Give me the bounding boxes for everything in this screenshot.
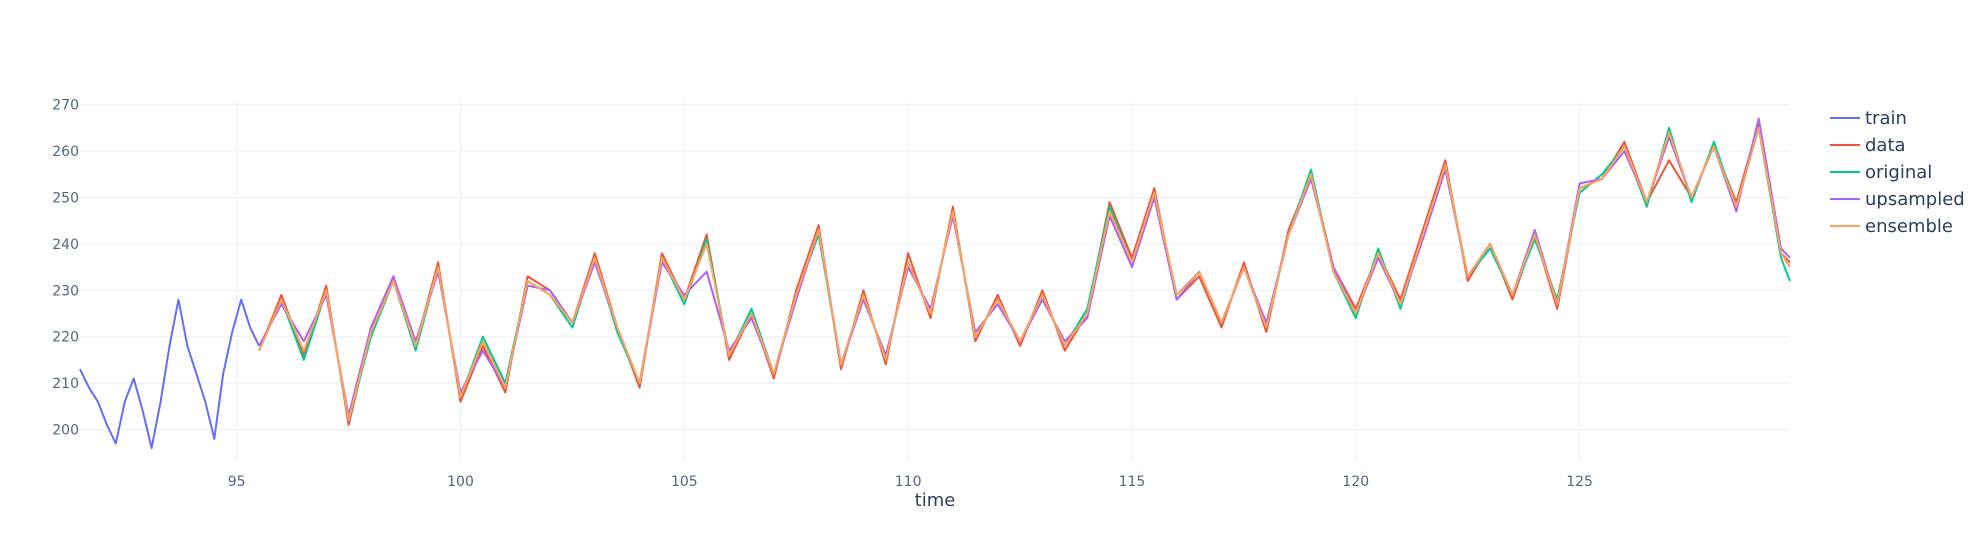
y-tick-label: 260 [52, 144, 79, 160]
legend-item-original[interactable]: original [1830, 162, 1932, 183]
tick-labels: 95 100 105 110 115 120 125 200 210 220 230 240 250 26… [52, 98, 1593, 490]
y-tick-label: 270 [52, 98, 79, 114]
y-tick-label: 230 [52, 283, 79, 299]
y-tick-label: 210 [52, 376, 79, 392]
legend-label: train [1865, 108, 1907, 129]
x-axis-title: time [915, 490, 956, 511]
series-line-train [79, 298, 261, 450]
x-tick-label: 110 [895, 474, 922, 490]
legend-label: upsampled [1865, 189, 1965, 210]
legend-item-upsampled[interactable]: upsampled [1830, 189, 1965, 210]
legend-item-ensemble[interactable]: ensemble [1830, 216, 1953, 237]
legend-item-data[interactable]: data [1830, 135, 1906, 156]
series-layer [79, 117, 1791, 450]
y-tick-label: 240 [52, 237, 79, 253]
x-tick-label: 100 [447, 474, 474, 490]
grid [80, 100, 1790, 462]
y-tick-label: 200 [52, 423, 79, 439]
x-tick-label: 115 [1119, 474, 1146, 490]
x-tick-label: 125 [1566, 474, 1593, 490]
legend-label: data [1865, 135, 1906, 156]
x-tick-label: 105 [671, 474, 698, 490]
x-tick-label: 95 [228, 474, 246, 490]
legend-label: ensemble [1865, 216, 1953, 237]
y-tick-label: 220 [52, 330, 79, 346]
legend-item-train[interactable]: train [1830, 108, 1907, 129]
x-tick-label: 120 [1342, 474, 1369, 490]
y-tick-label: 250 [52, 190, 79, 206]
legend[interactable]: train data original upsampled ensemble [1830, 108, 1965, 237]
legend-label: original [1865, 162, 1932, 183]
series-line-ensemble [258, 126, 1791, 422]
